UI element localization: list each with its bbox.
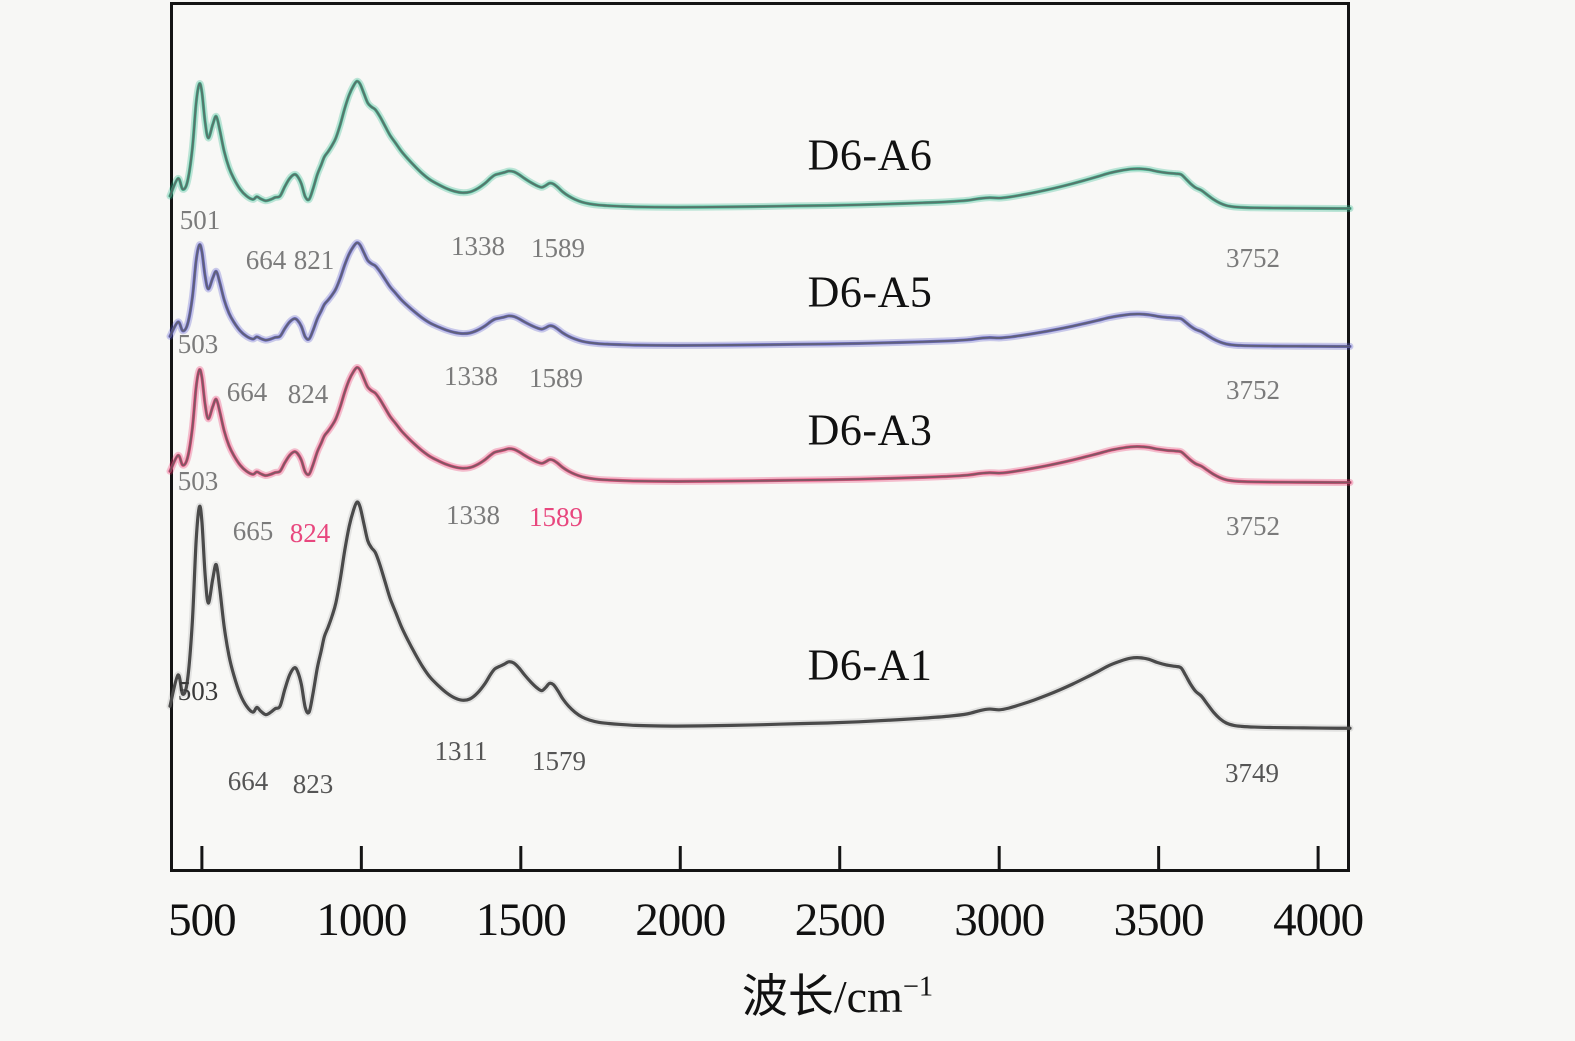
x-axis-unit-exponent: −1: [902, 971, 934, 1003]
peak-label-d6-a3-1589: 1589: [529, 502, 583, 532]
peak-label-d6-a3-503: 503: [177, 466, 219, 496]
x-tick-label-1000: 1000: [316, 894, 407, 946]
peak-label-d6-a6-664: 664: [245, 245, 287, 275]
peak-label-d6-a3-1338: 1338: [446, 500, 500, 530]
series-label-d6-a3: D6-A3: [807, 405, 933, 455]
peak-label-d6-a5-503: 503: [177, 329, 219, 359]
peak-label-d6-a1-1579: 1579: [532, 746, 586, 776]
peak-label-d6-a6-1589: 1589: [531, 233, 585, 263]
plot-frame: [170, 2, 1350, 872]
x-tick-label-4000: 4000: [1273, 894, 1364, 946]
peak-label-d6-a1-3749: 3749: [1225, 758, 1279, 788]
peak-label-d6-a5-1589: 1589: [529, 363, 583, 393]
peak-label-d6-a3-3752: 3752: [1226, 511, 1280, 541]
peak-label-d6-a6-501: 501: [179, 205, 221, 235]
peak-label-d6-a6-821: 821: [293, 245, 335, 275]
peak-label-d6-a3-824: 824: [289, 518, 331, 548]
x-axis-title-text: 波长/cm: [741, 971, 903, 1022]
peak-label-d6-a5-1338: 1338: [444, 361, 498, 391]
peak-label-d6-a1-664: 664: [227, 766, 269, 796]
peak-label-d6-a5-664: 664: [226, 377, 268, 407]
peak-label-d6-a1-503: 503: [177, 676, 219, 706]
peak-label-d6-a1-823: 823: [292, 769, 334, 799]
series-label-d6-a1: D6-A1: [807, 640, 933, 690]
x-tick-label-500: 500: [168, 894, 236, 946]
peak-label-d6-a5-3752: 3752: [1226, 375, 1280, 405]
x-tick-label-2000: 2000: [635, 894, 726, 946]
x-axis-title: 波长/cm−1: [628, 960, 1048, 1026]
peak-label-d6-a1-1311: 1311: [434, 736, 488, 766]
series-label-d6-a6: D6-A6: [807, 130, 933, 180]
peak-label-d6-a6-3752: 3752: [1226, 243, 1280, 273]
x-tick-label-3500: 3500: [1113, 894, 1205, 946]
x-tick-label-1500: 1500: [475, 894, 567, 946]
x-tick-label-2500: 2500: [794, 894, 886, 946]
series-label-d6-a5: D6-A5: [807, 267, 933, 317]
peak-label-d6-a3-665: 665: [232, 516, 274, 546]
peak-label-d6-a6-1338: 1338: [451, 231, 505, 261]
x-tick-label-3000: 3000: [954, 894, 1045, 946]
peak-label-d6-a5-824: 824: [287, 379, 329, 409]
